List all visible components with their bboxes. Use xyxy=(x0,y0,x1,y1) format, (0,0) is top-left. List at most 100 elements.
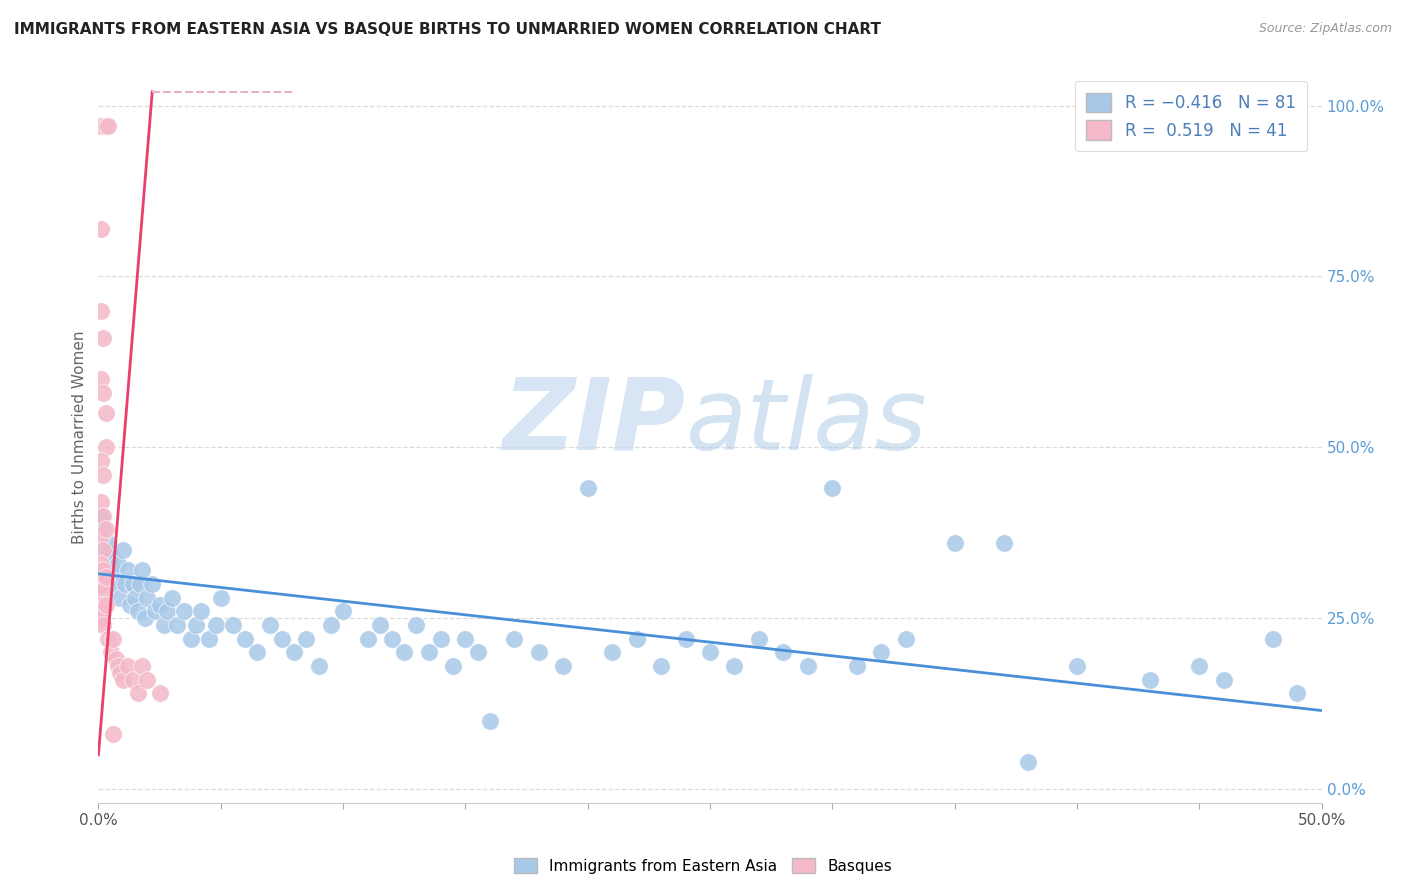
Point xyxy=(124,591,146,605)
Point xyxy=(104,577,127,591)
Text: Source: ZipAtlas.com: Source: ZipAtlas.com xyxy=(1258,22,1392,36)
Point xyxy=(90,598,112,612)
Point xyxy=(121,577,143,591)
Point xyxy=(101,727,124,741)
Point xyxy=(186,618,208,632)
Point xyxy=(503,632,526,646)
Point xyxy=(527,645,550,659)
Point xyxy=(117,659,139,673)
Point xyxy=(381,632,404,646)
Point xyxy=(94,570,117,584)
Point xyxy=(91,563,114,577)
Point xyxy=(94,542,117,557)
Point xyxy=(1212,673,1234,687)
Point xyxy=(283,645,305,659)
Point xyxy=(90,221,112,235)
Point xyxy=(136,673,159,687)
Point xyxy=(90,508,112,523)
Point xyxy=(405,618,427,632)
Point xyxy=(166,618,188,632)
Point xyxy=(136,591,159,605)
Point xyxy=(233,632,256,646)
Point xyxy=(91,467,114,482)
Point xyxy=(870,645,893,659)
Point xyxy=(91,604,114,618)
Point xyxy=(478,714,501,728)
Point xyxy=(107,557,129,571)
Point xyxy=(430,632,453,646)
Point xyxy=(91,522,114,536)
Point xyxy=(94,522,117,536)
Point xyxy=(94,406,117,420)
Point xyxy=(101,563,124,577)
Point xyxy=(295,632,318,646)
Point xyxy=(131,563,153,577)
Point xyxy=(104,652,127,666)
Point xyxy=(993,536,1015,550)
Point xyxy=(90,372,112,386)
Point xyxy=(332,604,354,618)
Point xyxy=(467,645,489,659)
Point xyxy=(100,549,122,564)
Point xyxy=(143,604,166,618)
Point xyxy=(149,598,172,612)
Legend: Immigrants from Eastern Asia, Basques: Immigrants from Eastern Asia, Basques xyxy=(508,852,898,880)
Point xyxy=(129,577,152,591)
Point xyxy=(943,536,966,550)
Point xyxy=(117,563,139,577)
Point xyxy=(91,331,114,345)
Point xyxy=(748,632,770,646)
Point xyxy=(308,659,330,673)
Point xyxy=(101,632,124,646)
Point xyxy=(600,645,623,659)
Point xyxy=(454,632,477,646)
Point xyxy=(626,632,648,646)
Point xyxy=(368,618,391,632)
Legend: R = −0.416   N = 81, R =  0.519   N = 41: R = −0.416 N = 81, R = 0.519 N = 41 xyxy=(1074,81,1308,152)
Point xyxy=(576,481,599,495)
Point xyxy=(110,665,132,680)
Point xyxy=(1261,632,1284,646)
Text: IMMIGRANTS FROM EASTERN ASIA VS BASQUE BIRTHS TO UNMARRIED WOMEN CORRELATION CHA: IMMIGRANTS FROM EASTERN ASIA VS BASQUE B… xyxy=(14,22,882,37)
Point xyxy=(90,119,112,133)
Point xyxy=(259,618,281,632)
Point xyxy=(107,659,129,673)
Point xyxy=(90,303,112,318)
Point xyxy=(180,632,202,646)
Point xyxy=(699,645,721,659)
Point xyxy=(209,591,232,605)
Point xyxy=(270,632,294,646)
Point xyxy=(97,119,120,133)
Point xyxy=(90,495,112,509)
Point xyxy=(675,632,697,646)
Point xyxy=(100,645,122,659)
Point xyxy=(94,119,117,133)
Point xyxy=(418,645,440,659)
Point xyxy=(845,659,868,673)
Point xyxy=(111,542,134,557)
Point xyxy=(91,542,114,557)
Point xyxy=(821,481,844,495)
Point xyxy=(97,536,120,550)
Point xyxy=(121,673,143,687)
Point xyxy=(91,583,114,598)
Point xyxy=(90,557,112,571)
Point xyxy=(1017,755,1039,769)
Point xyxy=(120,598,142,612)
Point xyxy=(94,598,117,612)
Point xyxy=(160,591,183,605)
Point xyxy=(149,686,172,700)
Point xyxy=(127,686,149,700)
Point xyxy=(205,618,228,632)
Point xyxy=(153,618,176,632)
Point xyxy=(91,385,114,400)
Text: ZIP: ZIP xyxy=(502,374,686,471)
Point xyxy=(392,645,416,659)
Point xyxy=(90,611,112,625)
Point xyxy=(90,577,112,591)
Point xyxy=(772,645,794,659)
Point xyxy=(111,673,134,687)
Point xyxy=(91,508,114,523)
Point xyxy=(190,604,212,618)
Point xyxy=(797,659,820,673)
